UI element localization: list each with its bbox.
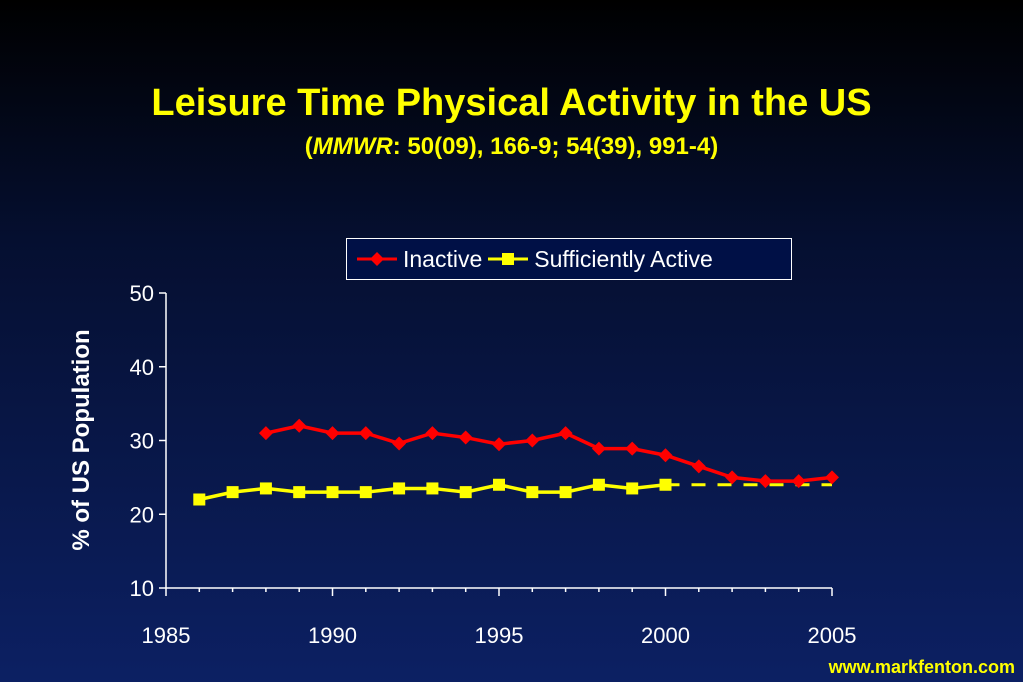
data-point-inactive: [425, 426, 440, 441]
data-point-inactive: [292, 418, 307, 433]
data-point-inactive: [358, 426, 373, 441]
data-point-sufficiently-active: [359, 486, 372, 499]
data-point-sufficiently-active: [259, 482, 272, 495]
data-point-sufficiently-active: [493, 478, 505, 491]
legend-entry-sufficiently-active: Sufficiently Active: [488, 246, 713, 273]
legend-entry-inactive: Inactive: [357, 246, 482, 273]
subtitle-journal: MMWR: [312, 133, 393, 160]
data-point-inactive: [825, 470, 839, 485]
data-point-inactive: [725, 470, 740, 485]
chart-legend: Inactive Sufficiently Active: [346, 238, 792, 280]
x-tick-label: 1990: [308, 623, 357, 648]
x-tick-label: 2000: [641, 623, 690, 648]
data-point-inactive: [758, 474, 773, 489]
data-point-sufficiently-active: [293, 486, 306, 499]
data-point-inactive: [525, 433, 540, 448]
data-point-inactive: [591, 441, 606, 456]
data-point-inactive: [392, 436, 407, 451]
legend-square-marker-icon: [488, 253, 529, 265]
data-point-inactive: [658, 448, 673, 463]
data-point-inactive: [691, 459, 706, 474]
data-point-sufficiently-active: [193, 493, 206, 506]
footer-url: www.markfenton.com: [828, 657, 1015, 677]
data-point-sufficiently-active: [526, 486, 539, 499]
data-point-inactive: [458, 430, 473, 445]
y-tick-label: 10: [130, 576, 154, 601]
data-point-sufficiently-active: [226, 486, 239, 499]
slide-title: Leisure Time Physical Activity in the US: [151, 82, 872, 124]
legend-label-sufficiently-active: Sufficiently Active: [534, 245, 713, 272]
data-point-sufficiently-active: [459, 486, 472, 499]
data-point-sufficiently-active: [626, 482, 639, 495]
series-line-inactive: [265, 423, 833, 483]
y-tick-label: 20: [130, 502, 154, 527]
data-point-inactive: [325, 426, 340, 441]
x-tick-label: 2005: [808, 623, 857, 648]
data-point-sufficiently-active: [559, 486, 572, 499]
y-tick-label: 50: [130, 281, 154, 306]
data-point-inactive: [791, 474, 806, 489]
legend-label-inactive: Inactive: [403, 245, 483, 272]
y-tick-label: 30: [130, 429, 154, 454]
subtitle-citation: : 50(09), 166-9; 54(39), 991-4): [392, 133, 719, 160]
slide-subtitle: (MMWR: 50(09), 166-9; 54(39), 991-4): [0, 132, 1023, 162]
y-tick-label: 40: [130, 355, 154, 380]
legend-diamond-marker-icon: [357, 252, 397, 266]
data-point-inactive: [258, 426, 273, 441]
x-tick-label: 1995: [475, 623, 524, 648]
data-point-sufficiently-active: [426, 482, 439, 495]
data-point-inactive: [558, 426, 573, 441]
data-point-sufficiently-active: [326, 486, 339, 499]
subtitle-paren: (: [304, 133, 313, 160]
data-point-sufficiently-active: [659, 478, 672, 491]
data-point-sufficiently-active: [393, 482, 406, 495]
data-point-inactive: [492, 437, 506, 452]
data-point-inactive: [625, 441, 640, 456]
data-point-sufficiently-active: [592, 478, 605, 491]
x-tick-label: 1985: [142, 623, 191, 648]
